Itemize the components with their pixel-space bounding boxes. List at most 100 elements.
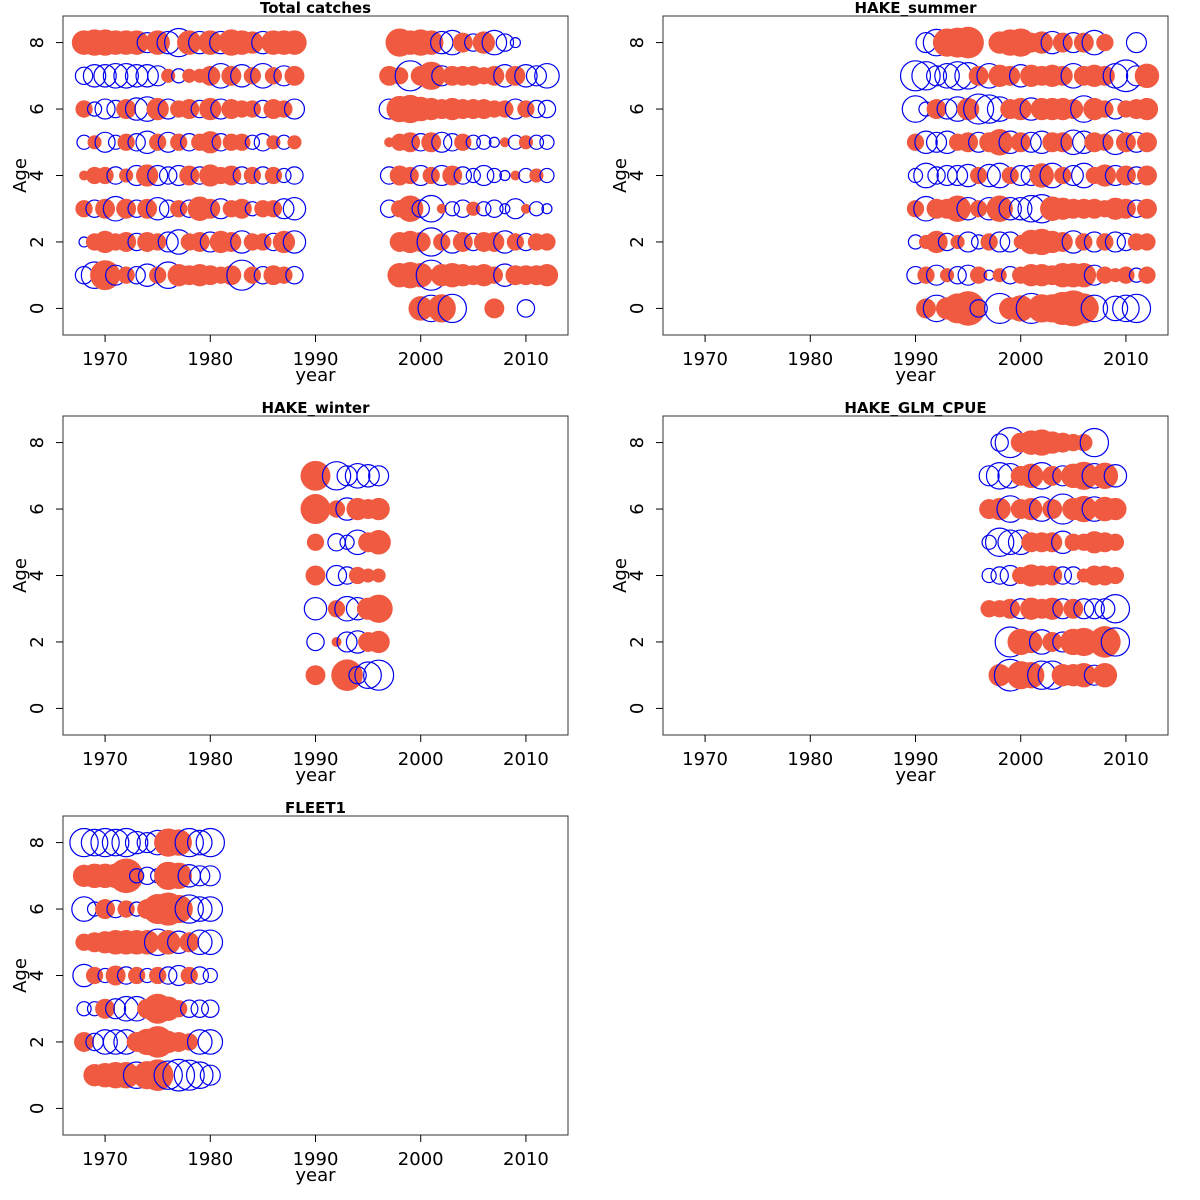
bubble-positive xyxy=(327,600,346,618)
bubble-positive xyxy=(116,99,137,120)
bubble-negative xyxy=(465,134,481,150)
bubble-positive xyxy=(986,129,1013,156)
y-tick-label: 0 xyxy=(27,303,48,314)
x-tick-label: 1980 xyxy=(187,1149,233,1170)
bubble-negative xyxy=(74,66,94,86)
x-axis-label: year xyxy=(895,765,936,786)
x-tick-label: 1990 xyxy=(293,749,339,770)
bubble-negative xyxy=(162,1058,196,1092)
bubble-positive xyxy=(1104,497,1127,521)
bubble-positive xyxy=(300,460,331,491)
bubble-negative xyxy=(69,827,99,858)
bubble-positive xyxy=(535,264,559,287)
bubble-negative xyxy=(113,62,139,89)
bubble-negative xyxy=(186,829,213,856)
bubble-positive xyxy=(266,135,281,150)
bubble-negative xyxy=(344,462,371,489)
y-tick-label: 4 xyxy=(627,570,648,581)
bubble-negative xyxy=(124,830,149,855)
y-tick-label: 0 xyxy=(27,703,48,714)
bubble-negative xyxy=(990,433,1009,452)
bubble-negative xyxy=(135,64,159,88)
bubble-positive xyxy=(348,566,367,585)
bubble-positive xyxy=(1094,65,1115,86)
bubble-negative xyxy=(1062,164,1084,187)
bubble-positive xyxy=(361,568,376,583)
bubble-negative xyxy=(963,93,995,125)
bubble-positive xyxy=(179,99,200,120)
y-axis-label: Age xyxy=(10,158,31,193)
y-tick-label: 2 xyxy=(27,1036,48,1047)
y-tick-label: 6 xyxy=(627,503,648,514)
bubble-negative xyxy=(158,966,178,985)
bubble-positive xyxy=(116,198,137,219)
x-axis-label: year xyxy=(895,365,936,386)
bubble-positive xyxy=(484,298,505,319)
x-axis-label: year xyxy=(295,765,336,786)
panel-title: HAKE_GLM_CPUE xyxy=(844,399,986,417)
bubble-positive xyxy=(112,1061,140,1089)
bubble-positive xyxy=(364,594,393,623)
bubble-negative xyxy=(977,163,1001,188)
bubble-negative xyxy=(927,166,946,185)
bubble-positive xyxy=(1052,231,1073,252)
bubble-negative xyxy=(541,203,553,215)
bubble-negative xyxy=(128,868,145,884)
bubble-negative xyxy=(336,631,358,653)
bubble-positive xyxy=(916,298,937,319)
bubble-positive xyxy=(241,31,264,54)
chart-panel: HAKE_summer 1970 1980 1990 2000 2010 0 2 4 6 8 year… xyxy=(610,0,1169,386)
y-tick-label: 2 xyxy=(27,236,48,247)
bubble-negative xyxy=(174,894,204,924)
bubble-negative xyxy=(86,101,103,117)
bubble-positive xyxy=(243,166,262,185)
x-tick-label: 2000 xyxy=(998,749,1044,770)
bubble-negative xyxy=(354,661,382,689)
bubble-negative xyxy=(197,1029,224,1055)
x-tick-label: 1990 xyxy=(893,349,939,370)
x-tick-label: 2010 xyxy=(1103,749,1149,770)
x-tick-label: 1990 xyxy=(893,749,939,770)
bubble-positive xyxy=(243,100,262,118)
bubble-positive xyxy=(1000,65,1021,86)
bubble-negative xyxy=(93,64,117,88)
bubble-negative xyxy=(1008,196,1033,221)
bubble-positive xyxy=(1018,661,1045,689)
bubble-negative xyxy=(499,169,511,182)
bubble-positive xyxy=(180,1033,198,1051)
bubble-positive xyxy=(96,166,114,185)
bubble-positive xyxy=(95,198,116,219)
bubble-positive xyxy=(1115,165,1136,186)
bubble-negative xyxy=(189,865,211,887)
bubble-positive xyxy=(134,930,160,955)
bubble-positive xyxy=(510,170,521,181)
bubble-positive xyxy=(944,195,971,222)
bubble-positive xyxy=(538,233,556,251)
bubble-positive xyxy=(145,30,170,55)
bubble-positive xyxy=(992,268,1007,283)
bubble-positive xyxy=(231,198,252,219)
bubble-positive xyxy=(1106,566,1125,585)
bubble-negative xyxy=(180,999,199,1018)
y-tick-label: 8 xyxy=(27,837,48,848)
bubble-positive xyxy=(170,200,188,218)
bubble-positive xyxy=(410,231,431,252)
bubble-negative xyxy=(127,265,146,285)
bubble-negative xyxy=(127,133,146,152)
y-tick-label: 6 xyxy=(27,903,48,914)
bubble-negative xyxy=(201,999,220,1018)
bubble-negative xyxy=(990,566,1009,585)
y-axis-label: Age xyxy=(10,558,31,593)
y-tick-label: 4 xyxy=(27,970,48,981)
bubble-positive xyxy=(418,30,444,55)
bubble-positive xyxy=(1096,133,1114,151)
bubble-positive xyxy=(1063,99,1084,120)
bubble-negative xyxy=(74,265,94,285)
bubble-positive xyxy=(1068,293,1099,324)
bubble-negative xyxy=(907,167,924,184)
x-tick-label: 1970 xyxy=(82,1149,128,1170)
bubble-positive xyxy=(452,32,473,53)
bubble-negative xyxy=(185,1061,214,1089)
bubble-negative xyxy=(186,929,213,956)
bubble-negative xyxy=(1100,594,1131,624)
